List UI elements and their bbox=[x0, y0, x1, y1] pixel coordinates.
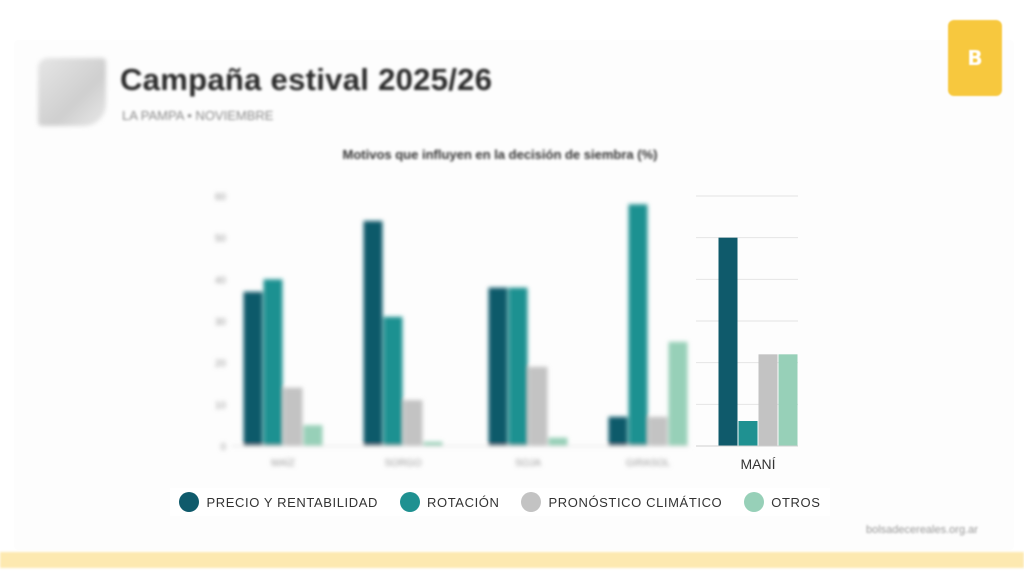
y-tick-label: 0 bbox=[220, 442, 226, 453]
legend-item-precio: PRECIO Y RENTABILIDAD bbox=[179, 492, 378, 512]
bar bbox=[488, 287, 508, 446]
legend-label-otros: OTROS bbox=[771, 494, 821, 510]
bar bbox=[548, 437, 568, 446]
bar bbox=[363, 221, 383, 446]
bar bbox=[778, 354, 798, 446]
x-tick-label: SOJA bbox=[515, 458, 541, 469]
x-tick-label: GIRASOL bbox=[626, 458, 671, 469]
legend-item-rotacion: ROTACIÓN bbox=[400, 492, 499, 512]
bar bbox=[608, 416, 628, 446]
logo-icon bbox=[38, 58, 106, 126]
bar bbox=[508, 287, 528, 446]
corner-badge-label: B bbox=[967, 46, 983, 70]
bar bbox=[383, 316, 403, 446]
bar bbox=[303, 425, 323, 446]
bar bbox=[528, 366, 548, 446]
corner-badge: B bbox=[948, 20, 1002, 96]
bar bbox=[718, 237, 738, 446]
x-tick-label: SORGO bbox=[384, 458, 421, 469]
legend-swatch-precio bbox=[179, 492, 200, 512]
y-tick-label: 60 bbox=[215, 192, 227, 203]
y-tick-label: 40 bbox=[215, 275, 227, 286]
x-tick-label: MAÍZ bbox=[271, 456, 295, 469]
bar bbox=[263, 279, 283, 446]
page-subtitle: LA PAMPA • NOVIEMBRE bbox=[122, 108, 274, 123]
legend-label-pronostico: PRONÓSTICO CLIMÁTICO bbox=[548, 494, 723, 510]
legend-swatch-otros bbox=[744, 492, 765, 512]
legend-label-rotacion: ROTACIÓN bbox=[427, 494, 500, 510]
bar bbox=[648, 416, 668, 446]
chart-background-group: 0 10 20 30 40 50 60 MAÍZ SORGO SOJA GIRASOL bbox=[215, 192, 690, 469]
legend-label-precio: PRECIO Y RENTABILIDAD bbox=[206, 494, 379, 510]
y-tick-label: 30 bbox=[215, 317, 227, 328]
bar bbox=[738, 421, 758, 446]
x-tick-label: MANÍ bbox=[741, 456, 776, 472]
y-tick-label: 50 bbox=[215, 234, 227, 245]
footer-link[interactable]: bolsadecereales.org.ar bbox=[866, 524, 978, 536]
legend-swatch-pronostico bbox=[521, 492, 542, 512]
legend-item-pronostico: PRONÓSTICO CLIMÁTICO bbox=[521, 492, 722, 512]
chart-legend: PRECIO Y RENTABILIDAD ROTACIÓN PRONÓSTIC… bbox=[170, 488, 830, 516]
chart-title: Motivos que influyen en la decisión de s… bbox=[342, 147, 658, 162]
bar bbox=[668, 341, 688, 446]
y-tick-label: 10 bbox=[215, 400, 227, 411]
legend-item-otros: OTROS bbox=[744, 492, 820, 512]
bar bbox=[628, 204, 648, 446]
bar bbox=[243, 291, 263, 446]
bar bbox=[283, 387, 303, 446]
legend-swatch-rotacion bbox=[400, 492, 421, 512]
page-title: Campaña estival 2025/26 bbox=[120, 62, 493, 97]
chart-focus-group: MANÍ bbox=[696, 195, 798, 472]
bar bbox=[403, 400, 423, 446]
bar bbox=[758, 354, 778, 446]
bar bbox=[423, 441, 443, 446]
y-tick-label: 20 bbox=[215, 359, 227, 370]
bottom-band bbox=[0, 552, 1024, 568]
